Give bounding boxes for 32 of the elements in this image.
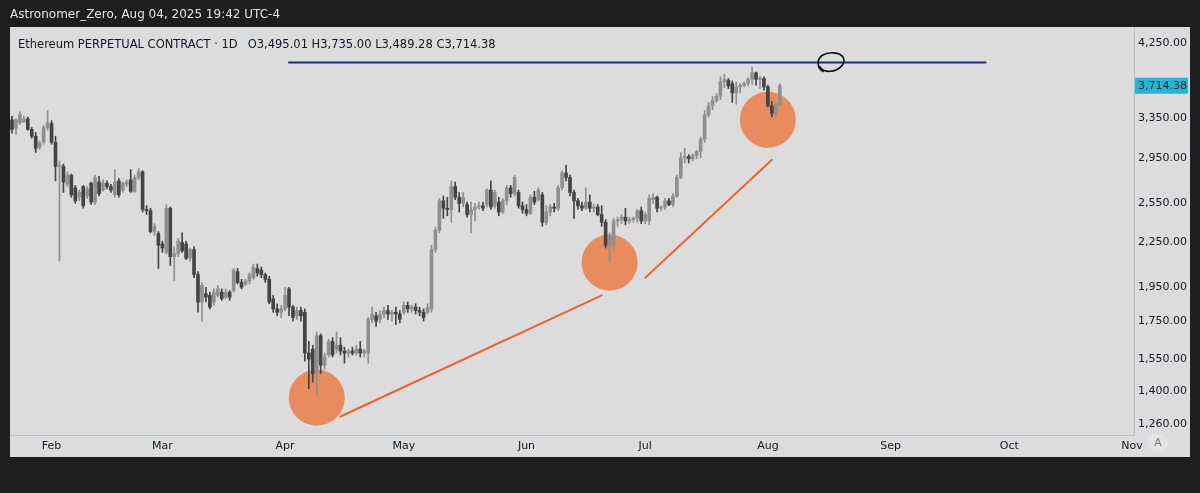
- x-tick-label: Sep: [880, 439, 901, 453]
- x-tick-label: Aug: [757, 439, 779, 453]
- text: O3,495.01 H3,735.00 L3,489.28 C3,714.38: [247, 37, 496, 51]
- candlestick: [386, 305, 390, 320]
- point: [288, 369, 345, 426]
- point: [581, 234, 638, 291]
- x-tick-label: Feb: [41, 439, 62, 453]
- text: Ethereum PERPETUAL CONTRACT · 1D: [18, 37, 238, 51]
- y-tick-label: 2,550.00: [1138, 196, 1187, 210]
- candlestick: [734, 81, 739, 105]
- y-tick-label: 4,250.00: [1138, 36, 1187, 50]
- x-tick-label: Jul: [637, 439, 652, 453]
- x-tick-label: Nov: [1121, 439, 1144, 453]
- y-tick-label: 1,750.00: [1138, 313, 1187, 327]
- x-tick-label: Oct: [999, 439, 1020, 453]
- text: Astronomer_Zero, Aug 04, 2025 19:42 UTC-4: [10, 7, 281, 22]
- point: [739, 91, 796, 148]
- x-tick-label: Apr: [275, 439, 296, 453]
- x-tick-label: May: [392, 439, 416, 453]
- x-tick-label: Jun: [516, 439, 536, 453]
- auto-scale-button: A: [1148, 434, 1168, 452]
- y-tick-label: 3,350.00: [1138, 110, 1187, 124]
- y-tick-label: 1,550.00: [1138, 351, 1187, 365]
- y-tick-label: 1,260.00: [1138, 416, 1187, 430]
- y-tick-label: 1,950.00: [1138, 280, 1187, 294]
- candlestick: [758, 75, 762, 89]
- y-tick-label: 1,400.00: [1138, 383, 1187, 397]
- y-tick-label: 2,250.00: [1138, 235, 1187, 249]
- text: 3,714.38: [1138, 78, 1187, 92]
- x-tick-label: Mar: [151, 439, 174, 453]
- y-tick-label: 2,950.00: [1138, 150, 1187, 164]
- candlestick: [469, 201, 473, 234]
